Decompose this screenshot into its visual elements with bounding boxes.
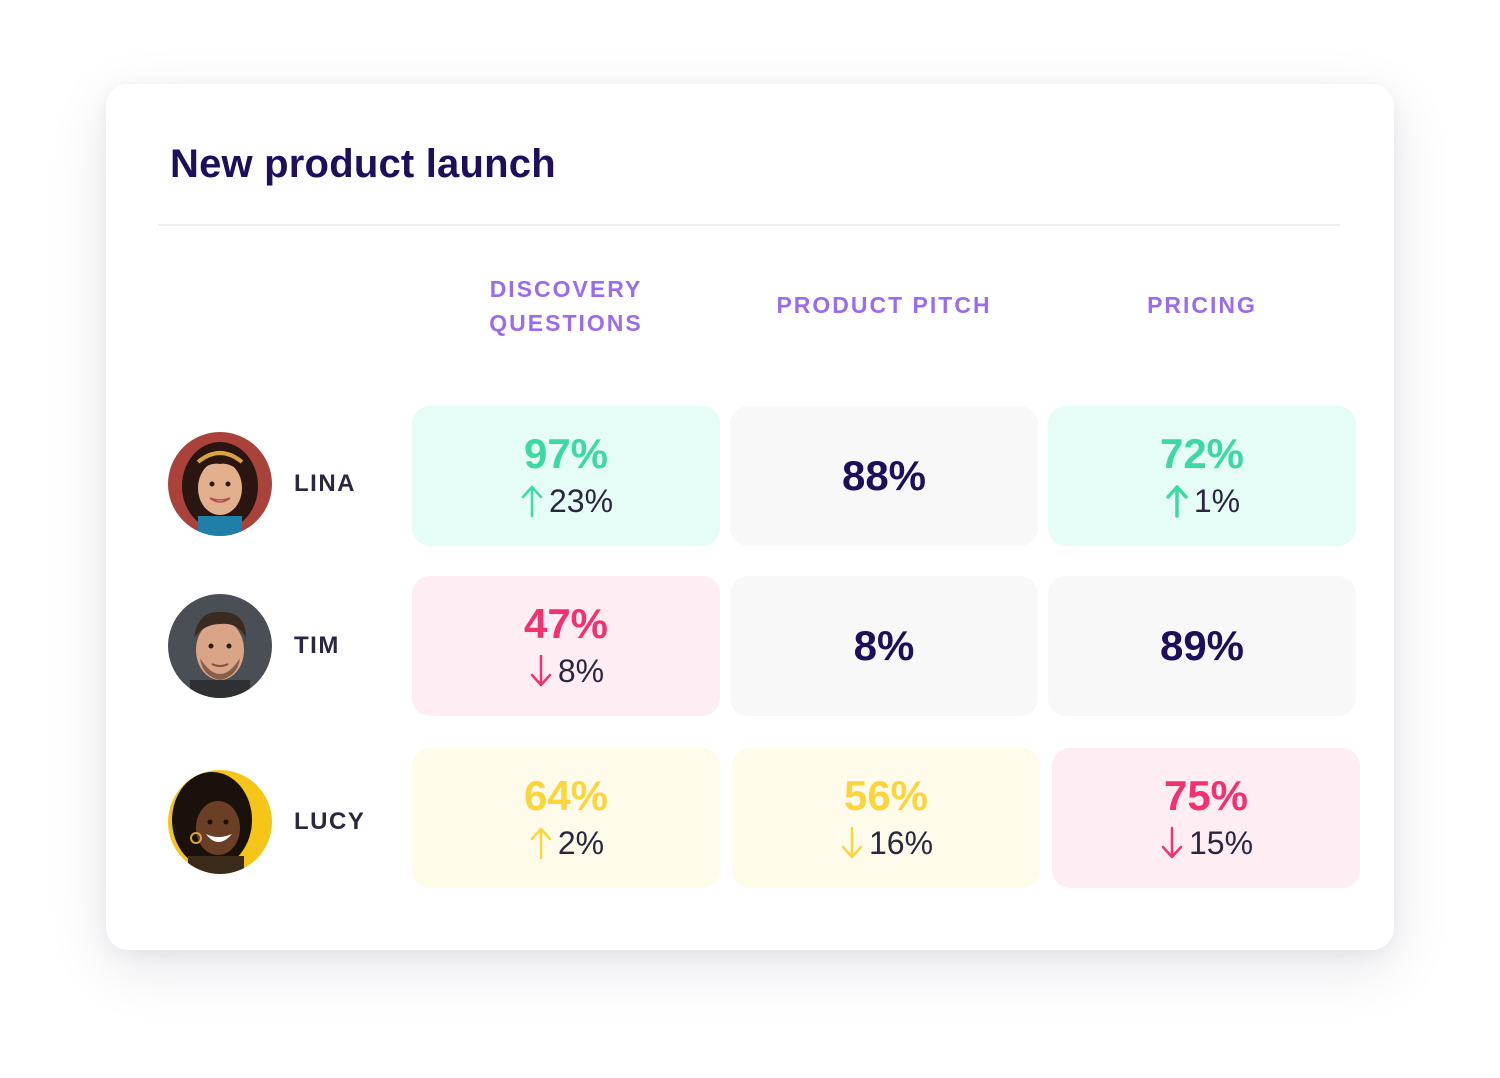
score-value: 75% bbox=[1163, 772, 1249, 819]
column-header-line: DISCOVERY bbox=[489, 276, 643, 302]
avatar-photo-icon bbox=[168, 432, 272, 536]
rep-name: LUCY bbox=[294, 808, 366, 835]
score-cell[interactable]: 8% bbox=[730, 576, 1038, 716]
score-cell[interactable]: 72% 1% bbox=[1048, 406, 1356, 546]
avatar bbox=[168, 594, 272, 698]
score-cell[interactable]: 88% bbox=[730, 406, 1038, 546]
score-cell[interactable]: 56% 16% bbox=[732, 748, 1040, 888]
column-header-pricing: PRICING bbox=[1147, 292, 1257, 318]
rep-name: TIM bbox=[294, 632, 340, 659]
score-value: 8% bbox=[853, 622, 915, 669]
title-divider bbox=[158, 224, 1340, 226]
score-value: 89% bbox=[1159, 622, 1245, 669]
score-delta-value: 2% bbox=[557, 825, 605, 861]
score-cell[interactable]: 47% 8% bbox=[412, 576, 720, 716]
score-delta: 15% bbox=[1159, 823, 1253, 863]
score-delta: 8% bbox=[528, 651, 604, 691]
arrow-down-icon bbox=[1161, 826, 1183, 859]
rep-row-lucy[interactable]: LUCY bbox=[168, 770, 365, 874]
score-delta-value: 16% bbox=[868, 825, 934, 861]
column-header-line: QUESTIONS bbox=[489, 310, 643, 336]
column-header-discovery-questions: DISCOVERY QUESTIONS bbox=[412, 272, 720, 340]
score-value: 97% bbox=[523, 430, 609, 477]
score-delta-value: 1% bbox=[1193, 483, 1241, 519]
rep-row-lina[interactable]: LINA bbox=[168, 432, 356, 536]
score-delta: 2% bbox=[528, 823, 604, 863]
score-delta: 1% bbox=[1164, 481, 1240, 521]
score-delta-value: 23% bbox=[548, 483, 614, 519]
rep-row-tim[interactable]: TIM bbox=[168, 594, 340, 698]
score-value: 47% bbox=[523, 600, 609, 647]
score-value: 72% bbox=[1159, 430, 1245, 477]
score-cell[interactable]: 97% 23% bbox=[412, 406, 720, 546]
score-delta-value: 8% bbox=[557, 653, 605, 689]
arrow-up-icon bbox=[521, 485, 543, 518]
score-cell[interactable]: 89% bbox=[1048, 576, 1356, 716]
arrow-up-icon bbox=[530, 827, 552, 860]
score-cell[interactable]: 64% 2% bbox=[412, 748, 720, 888]
avatar-photo-icon bbox=[168, 770, 272, 874]
panel-title: New product launch bbox=[170, 142, 556, 186]
rep-name: LINA bbox=[294, 470, 356, 497]
score-value: 64% bbox=[523, 772, 609, 819]
scorecard-panel: New product launch DISCOVERY QUESTIONS P… bbox=[106, 84, 1394, 950]
score-value: 88% bbox=[841, 452, 927, 499]
avatar bbox=[168, 432, 272, 536]
score-delta: 23% bbox=[519, 481, 613, 521]
score-value: 56% bbox=[843, 772, 929, 819]
avatar-photo-icon bbox=[168, 594, 272, 698]
arrow-down-icon bbox=[530, 654, 552, 687]
avatar bbox=[168, 770, 272, 874]
score-cell[interactable]: 75% 15% bbox=[1052, 748, 1360, 888]
score-delta-value: 15% bbox=[1188, 825, 1254, 861]
column-header-product-pitch: PRODUCT PITCH bbox=[776, 292, 992, 318]
arrow-up-icon bbox=[1166, 485, 1188, 518]
arrow-down-icon bbox=[841, 826, 863, 859]
score-delta: 16% bbox=[839, 823, 933, 863]
